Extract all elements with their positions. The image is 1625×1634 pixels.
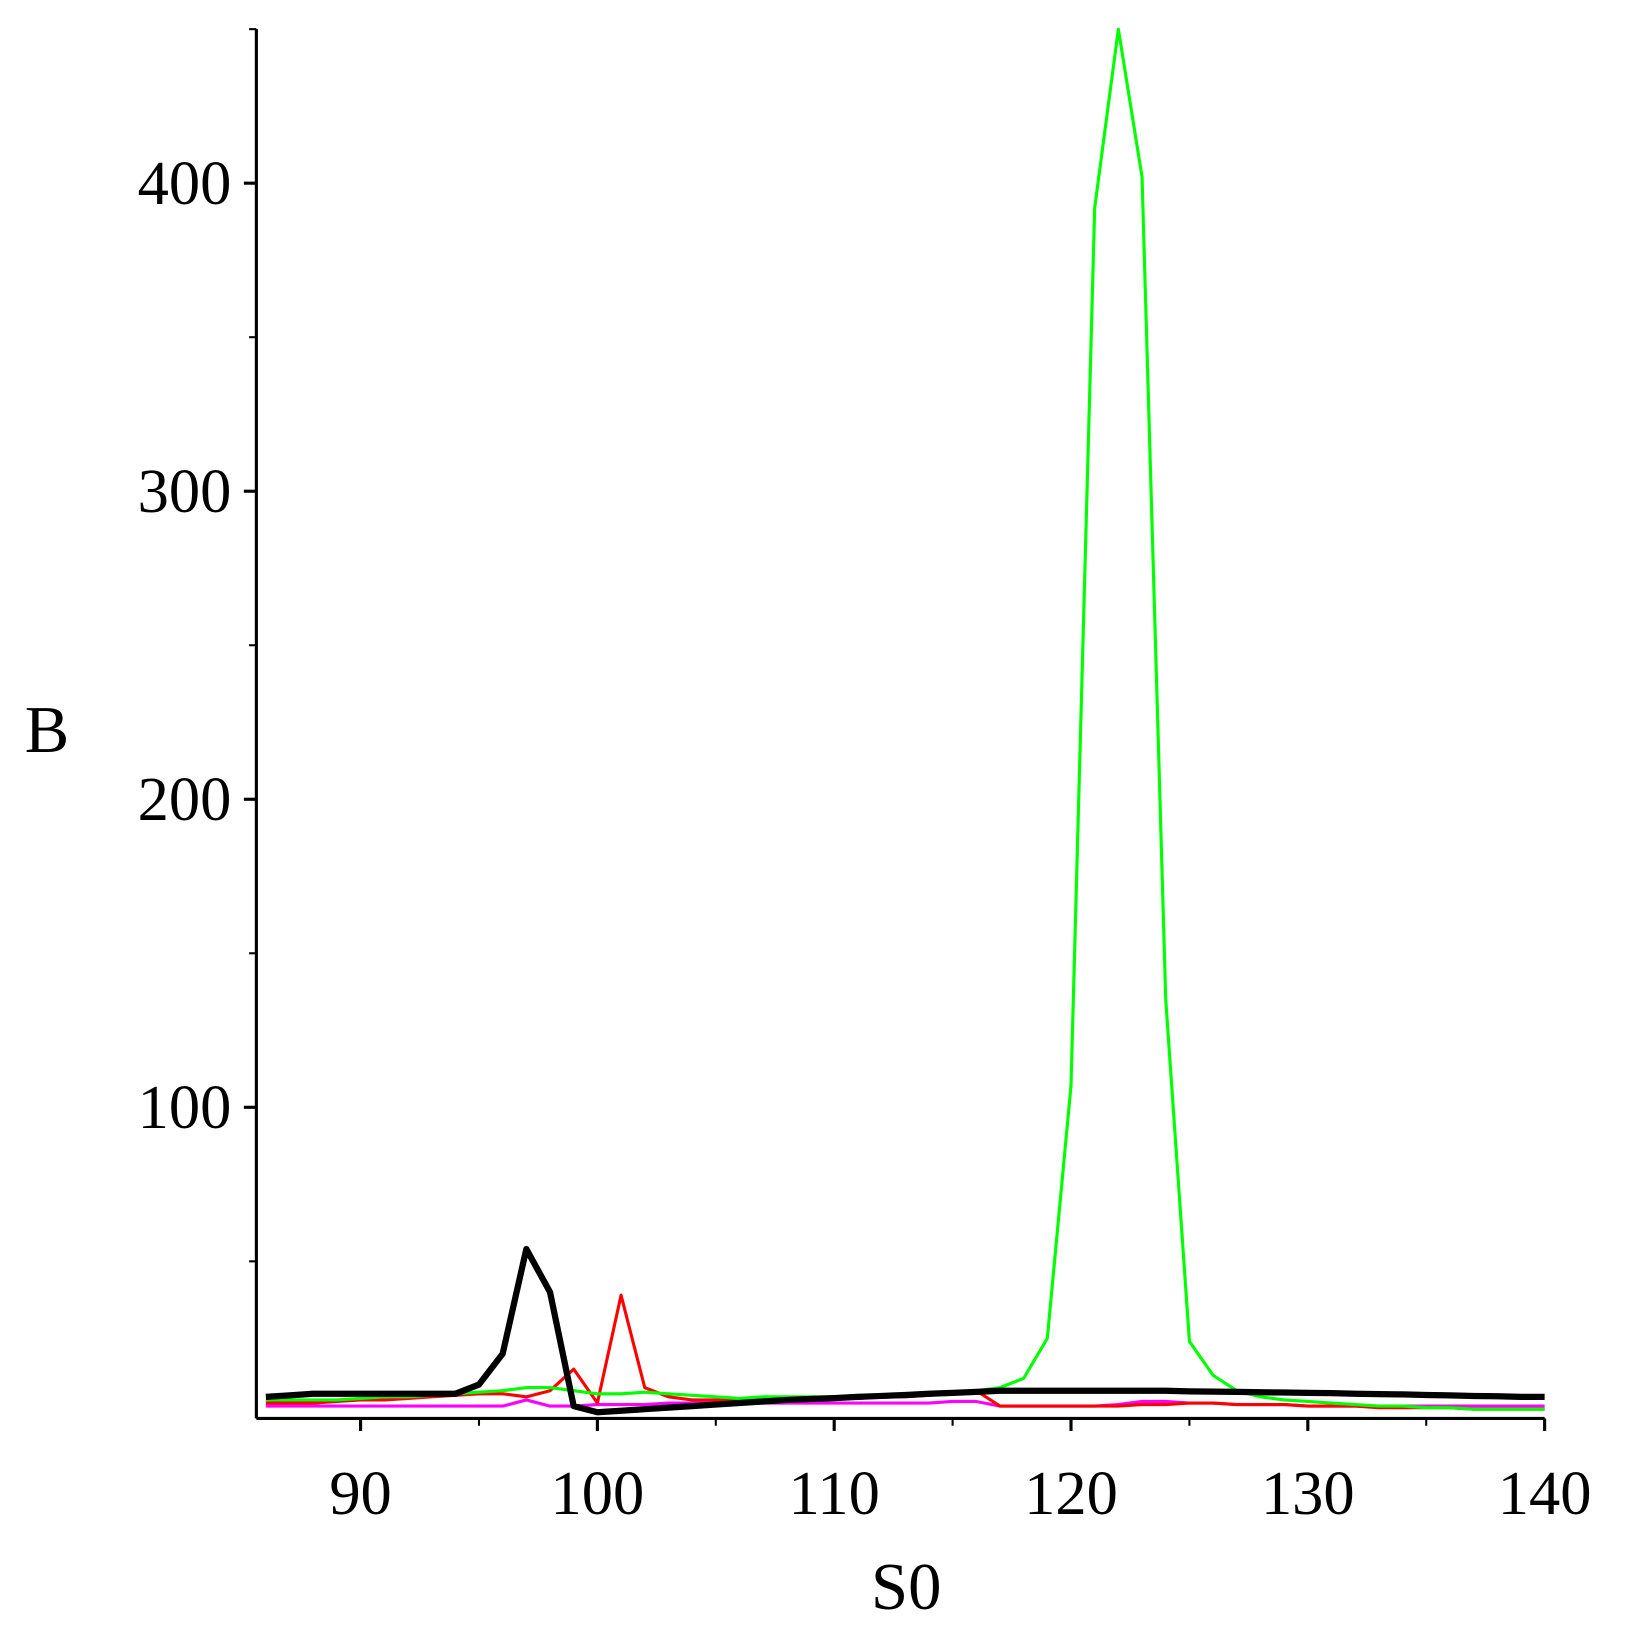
x-axis-title: S0 xyxy=(871,1551,941,1624)
x-tick-label: 100 xyxy=(551,1458,645,1528)
y-tick-label: 200 xyxy=(138,764,232,834)
x-tick-label: 130 xyxy=(1261,1458,1355,1528)
y-tick-label: 100 xyxy=(138,1072,232,1142)
y-axis-title: B xyxy=(25,694,69,767)
series-line xyxy=(265,1245,1545,1416)
series-line xyxy=(265,27,1545,1411)
x-tick-label: 90 xyxy=(329,1458,391,1528)
x-tick-label: 110 xyxy=(788,1458,879,1528)
y-tick-label: 300 xyxy=(138,456,232,526)
x-tick-label: 140 xyxy=(1498,1458,1592,1528)
y-tick-label: 400 xyxy=(138,148,232,218)
x-tick-label: 120 xyxy=(1024,1458,1118,1528)
